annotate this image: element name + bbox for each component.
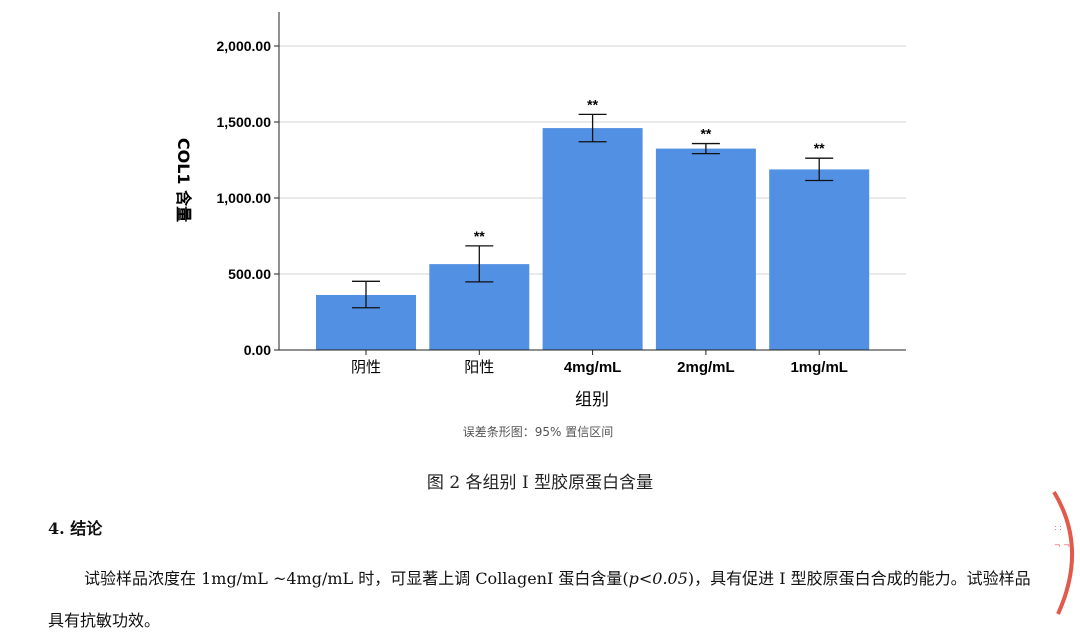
conclusion-text-1: 试验样品浓度在 1mg/mL ~4mg/mL 时，可显著上调 CollagenI…: [84, 569, 629, 588]
significance-label: **: [587, 96, 598, 112]
figure-caption: 图 2 各组别 I 型胶原蛋白含量: [426, 473, 654, 493]
significance-label: **: [474, 228, 485, 244]
y-tick-label: 500.00: [228, 266, 271, 282]
bar-chart: ** ** ** ** 0.00 500.00 1,000.00 1,500.00 2,000…: [174, 12, 906, 439]
x-axis-label: 组别: [575, 390, 609, 410]
bars: [316, 128, 870, 350]
y-tick-label: 2,000.00: [217, 38, 272, 54]
x-tick-label: 阴性: [351, 358, 381, 376]
svg-text:: :: : :: [1054, 523, 1062, 532]
y-tick-label: 1,500.00: [217, 114, 272, 130]
section-heading: 4. 结论: [48, 519, 103, 538]
x-tick-label: 1mg/mL: [790, 359, 848, 376]
bar: [655, 148, 756, 350]
y-tick-label: 1,000.00: [217, 190, 272, 206]
error-bars: [352, 113, 834, 309]
x-axis-ticks: 阴性 阳性 4mg/mL 2mg/mL 1mg/mL: [351, 350, 848, 376]
red-stamp: : : ¬ ¬: [1052, 490, 1074, 615]
p-value: p<0.05: [628, 569, 688, 588]
y-axis-ticks: 0.00 500.00 1,000.00 1,500.00 2,000.00: [217, 38, 279, 358]
y-axis-label: COL1 含量: [174, 138, 193, 222]
significance-label: **: [814, 140, 825, 156]
significance-label: **: [700, 126, 711, 142]
conclusion-paragraph: 试验样品浓度在 1mg/mL ~4mg/mL 时，可显著上调 CollagenI…: [48, 558, 1038, 642]
error-bar-note: 误差条形图：95% 置信区间: [463, 425, 614, 439]
bar: [769, 169, 870, 350]
x-tick-label: 2mg/mL: [677, 359, 735, 376]
y-tick-label: 0.00: [244, 342, 271, 358]
conclusion-text-2: )，具有促进 I 型胶原蛋白合成的能力。试验样品具有抗敏功效。: [48, 569, 1031, 630]
x-tick-label: 4mg/mL: [564, 359, 622, 376]
x-tick-label: 阳性: [464, 358, 494, 376]
svg-text:¬ ¬: ¬ ¬: [1054, 541, 1070, 550]
bar: [542, 128, 643, 350]
significance-markers: ** ** ** **: [474, 96, 825, 243]
